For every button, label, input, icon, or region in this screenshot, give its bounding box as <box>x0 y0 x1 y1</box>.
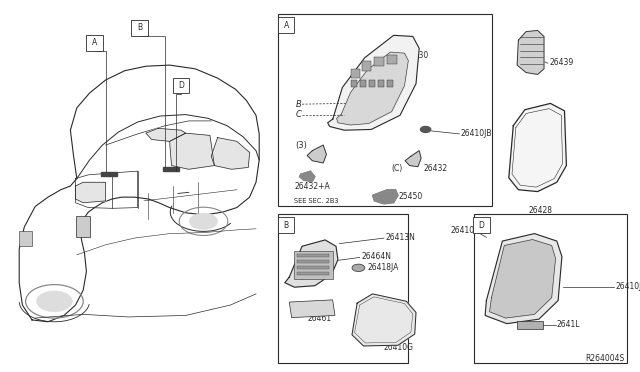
Polygon shape <box>337 52 408 125</box>
Text: 26432: 26432 <box>424 164 448 173</box>
Bar <box>297 260 329 263</box>
Polygon shape <box>307 145 326 163</box>
Text: D: D <box>178 81 184 90</box>
Text: 26410G: 26410G <box>384 343 414 352</box>
Bar <box>378 80 384 87</box>
Bar <box>278 214 408 363</box>
Bar <box>278 14 492 206</box>
Bar <box>351 69 360 78</box>
Text: (3): (3) <box>296 141 308 150</box>
Text: 26418JA: 26418JA <box>368 263 399 272</box>
Text: D: D <box>478 221 484 230</box>
Text: R264004S: R264004S <box>585 355 624 363</box>
Polygon shape <box>490 240 556 318</box>
Bar <box>289 300 335 318</box>
Text: 26430: 26430 <box>404 51 429 60</box>
Text: A: A <box>92 38 97 47</box>
Polygon shape <box>328 35 419 130</box>
Text: 26413N: 26413N <box>385 233 415 242</box>
Bar <box>297 254 329 257</box>
Circle shape <box>189 213 218 230</box>
Text: 26461: 26461 <box>307 314 332 323</box>
Bar <box>351 80 357 87</box>
Bar <box>374 57 384 66</box>
Polygon shape <box>285 240 338 287</box>
Polygon shape <box>485 234 562 324</box>
Polygon shape <box>352 294 416 346</box>
Bar <box>517 321 543 329</box>
Polygon shape <box>170 133 214 169</box>
Text: 26439: 26439 <box>549 58 573 67</box>
Text: (C): (C) <box>392 164 403 173</box>
Text: B: B <box>137 23 142 32</box>
Text: 26410J: 26410J <box>616 282 640 291</box>
Polygon shape <box>146 128 186 141</box>
Bar <box>101 172 117 176</box>
Text: A: A <box>284 21 289 30</box>
Bar <box>387 80 393 87</box>
Bar <box>163 167 179 171</box>
Circle shape <box>420 126 431 132</box>
Polygon shape <box>517 31 544 74</box>
Polygon shape <box>509 103 566 192</box>
Circle shape <box>352 264 365 272</box>
Bar <box>294 251 333 279</box>
Bar <box>173 78 189 93</box>
Text: 26428: 26428 <box>529 206 553 215</box>
Text: SEE SEC. 2B3: SEE SEC. 2B3 <box>294 198 339 204</box>
Text: 26464N: 26464N <box>362 252 392 261</box>
Text: 26410JB: 26410JB <box>461 129 492 138</box>
Polygon shape <box>211 138 250 169</box>
Bar <box>278 217 294 233</box>
Bar <box>360 80 366 87</box>
Bar <box>131 20 148 36</box>
Polygon shape <box>76 182 106 203</box>
Bar <box>362 61 371 71</box>
Bar <box>297 272 329 275</box>
Text: B: B <box>284 221 289 230</box>
Bar <box>86 35 103 51</box>
Text: 26432+A: 26432+A <box>294 182 330 191</box>
Circle shape <box>36 291 72 312</box>
Polygon shape <box>372 190 398 204</box>
Text: 26410: 26410 <box>451 226 475 235</box>
Text: 2641L: 2641L <box>557 320 580 329</box>
Bar <box>387 55 397 64</box>
Bar <box>19 231 32 246</box>
Bar <box>76 216 90 237</box>
Bar <box>278 17 294 33</box>
Bar <box>474 214 627 363</box>
Bar <box>369 80 375 87</box>
Bar <box>473 217 490 233</box>
Bar <box>297 266 329 269</box>
Polygon shape <box>405 151 421 167</box>
Text: 25450: 25450 <box>398 192 422 201</box>
Text: B: B <box>296 100 301 109</box>
Text: C: C <box>296 110 301 119</box>
Polygon shape <box>300 171 315 182</box>
